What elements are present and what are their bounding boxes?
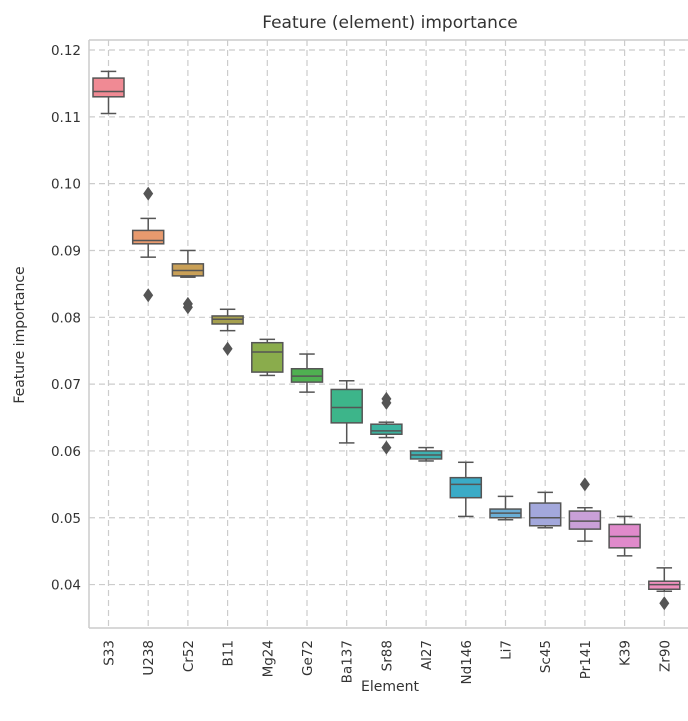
box-B11 [211,308,244,356]
x-tick-label: Cr52 [181,640,197,672]
box-K39 [608,515,641,557]
box-iqr [92,77,125,98]
x-tick-label: Sr88 [379,640,395,671]
y-axis-ticks: 0.04 0.05 0.06 0.07 0.08 0.09 0.10 0.11 0.12 [51,43,81,594]
y-tick-label: 0.09 [51,243,81,259]
chart-title: Feature (element) importance [262,13,518,33]
box-Cr52 [171,249,205,315]
outlier-point [659,596,670,611]
box-iqr [251,341,284,373]
outlier-point [579,477,590,492]
y-tick-label: 0.12 [51,43,81,59]
x-tick-label: Ba137 [340,640,356,683]
y-tick-label: 0.06 [51,444,81,460]
outlier-point [222,341,233,356]
box-iqr [528,502,562,527]
box-Zr90 [648,567,681,611]
outlier-point [143,288,154,303]
x-tick-label: B11 [221,640,237,666]
y-tick-label: 0.08 [51,310,81,326]
y-tick-label: 0.10 [51,177,81,193]
x-tick-label: Pr141 [578,640,594,679]
x-axis-title: Element [361,679,419,695]
y-tick-label: 0.05 [51,511,81,527]
x-tick-label: Nd146 [459,640,475,684]
box-iqr [449,476,483,499]
box-Al27 [409,446,443,462]
outlier-point [381,395,392,410]
grid-lines [89,40,688,628]
box-iqr [131,229,165,245]
box-Nd146 [449,461,483,518]
box-Li7 [489,495,522,521]
outlier-point [143,186,154,201]
box-U238 [131,186,165,303]
x-tick-label: U238 [141,640,157,676]
box-Mg24 [251,338,284,377]
box-Sr88 [370,391,403,455]
box-Pr141 [568,477,602,542]
y-axis-title: Feature importance [12,266,28,403]
x-tick-label: Ge72 [300,640,316,676]
outlier-point [182,300,193,315]
x-tick-label: Zr90 [657,640,673,672]
y-tick-label: 0.04 [51,578,81,594]
box-series [92,70,681,611]
x-axis-ticks: S33 U238 Cr52 B11 Mg24 Ge72 Ba137 Sr88 Al27 Nd146… [102,640,674,684]
box-iqr [370,423,403,435]
box-Sc45 [528,491,562,529]
outlier-point [381,440,392,455]
box-iqr [568,510,602,530]
x-tick-label: Sc45 [538,640,554,673]
x-tick-label: Li7 [499,640,515,660]
y-tick-label: 0.11 [51,110,81,126]
x-tick-label: S33 [102,640,118,666]
x-tick-label: K39 [618,640,634,666]
y-tick-label: 0.07 [51,377,81,393]
box-S33 [92,70,125,115]
box-iqr [330,388,363,424]
x-tick-label: Mg24 [260,640,276,677]
box-Ge72 [290,353,324,393]
box-Ba137 [330,380,363,444]
axes-frame [88,39,688,629]
x-tick-label: Al27 [419,640,435,670]
